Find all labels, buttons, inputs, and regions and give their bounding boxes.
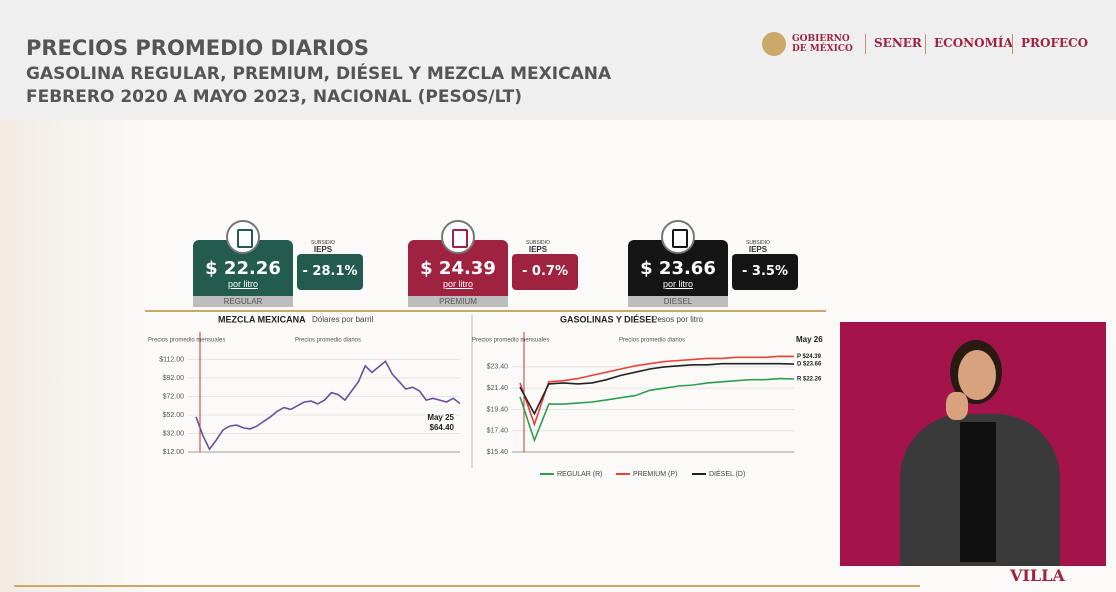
y-tick-label: $19.40 <box>487 406 509 413</box>
price: $ 22.26 <box>205 258 281 279</box>
fuel-name: DIESEL <box>628 296 728 307</box>
subsidy: - 3.5% <box>732 254 798 290</box>
series-line <box>195 360 461 451</box>
series-line <box>519 377 795 443</box>
y-tick-label: $72.00 <box>163 393 185 400</box>
unit: por litro <box>662 279 693 289</box>
fuel-name: PREMIUM <box>408 296 508 307</box>
subsidy-label: SUBSIDIO <box>746 240 770 246</box>
logo: ECONOMÍA <box>934 36 1013 50</box>
y-tick-label: $15.40 <box>487 449 509 456</box>
icon-pump <box>237 229 253 248</box>
footer-logo: VILLA <box>1010 566 1065 585</box>
y-tick-label: $52.00 <box>163 412 185 419</box>
icon-pump <box>452 229 468 248</box>
note-monthly: Precios promedio mensuales <box>472 338 549 344</box>
icon-pump <box>672 229 688 248</box>
legend-label: PREMIUM (P) <box>633 471 677 478</box>
price: $ 23.66 <box>640 258 716 279</box>
last-date: May 25 <box>427 413 454 422</box>
y-tick-label: $32.00 <box>163 430 185 437</box>
note-daily: Precios promedio diarios <box>295 338 361 344</box>
chart-subtitle: Dólares por barril <box>312 315 374 324</box>
last-value: $64.40 <box>430 423 455 432</box>
subsidy-label: SUBSIDIO <box>311 240 335 246</box>
last-date: May 26 <box>796 335 823 344</box>
subtitle: GASOLINA REGULAR, PREMIUM, DIÉSEL Y MEZC… <box>26 64 612 84</box>
logo: SENER <box>874 36 922 50</box>
chart-subtitle: Pesos por litro <box>652 315 704 324</box>
ieps-label: IEPS <box>748 245 768 254</box>
period: FEBRERO 2020 A MAYO 2023, NACIONAL (PESO… <box>26 87 523 107</box>
subsidy: - 28.1% <box>297 254 363 290</box>
subsidy-label: SUBSIDIO <box>526 240 550 246</box>
end-label: P $24.39 <box>797 354 822 360</box>
price-card: $ 24.39 por litro PREMIUM <box>408 240 508 307</box>
unit: por litro <box>227 279 258 289</box>
interpreter-video <box>840 322 1106 566</box>
y-tick-label: $21.40 <box>487 385 509 392</box>
end-label: R $22.26 <box>797 377 822 383</box>
y-tick-label: $23.40 <box>487 364 509 371</box>
separator <box>925 34 926 54</box>
subsidy: - 0.7% <box>512 254 578 290</box>
chart-title: MEZCLA MEXICANA <box>218 314 306 324</box>
logo: GOBIERNO DE MÉXICO <box>792 34 853 54</box>
y-tick-label: $92.00 <box>163 375 185 382</box>
ieps-label: IEPS <box>313 245 333 254</box>
end-label: D $23.66 <box>797 362 822 368</box>
face <box>958 350 996 400</box>
seal <box>762 32 786 56</box>
shirt <box>960 422 996 562</box>
legend-label: DIÉSEL (D) <box>709 469 745 478</box>
note-monthly: Precios promedio mensuales <box>148 338 225 344</box>
header: PRECIOS PROMEDIO DIARIOS GASOLINA REGULA… <box>0 0 1116 120</box>
note-daily: Precios promedio diarios <box>619 338 685 344</box>
icon <box>661 220 695 254</box>
ieps-label: IEPS <box>528 245 548 254</box>
logo: PROFECO <box>1021 36 1089 50</box>
hand <box>946 392 968 420</box>
legend-label: REGULAR (R) <box>557 471 603 478</box>
pattern <box>0 120 150 592</box>
unit: por litro <box>442 279 473 289</box>
series-line <box>519 362 795 416</box>
separator <box>1012 34 1013 54</box>
series-line <box>519 355 795 427</box>
title: PRECIOS PROMEDIO DIARIOS <box>26 36 369 60</box>
separator <box>865 34 866 54</box>
y-tick-label: $112.00 <box>159 356 184 363</box>
y-tick-label: $17.40 <box>487 428 509 435</box>
chart-title: GASOLINAS Y DIÉSEL <box>560 314 657 324</box>
y-tick-label: $12.00 <box>163 449 185 456</box>
fuel-name: REGULAR <box>193 296 293 307</box>
price: $ 24.39 <box>420 258 496 279</box>
